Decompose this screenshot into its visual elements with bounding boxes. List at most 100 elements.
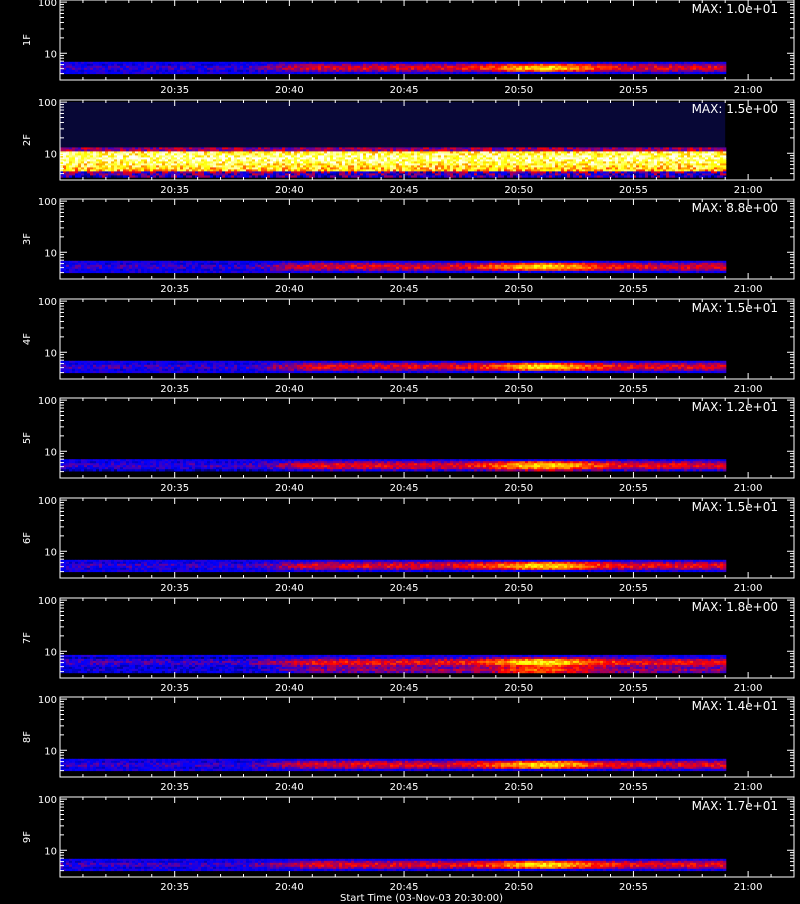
heatmap-cell [216, 163, 219, 165]
heatmap-cell [186, 161, 189, 163]
heatmap-cell [648, 163, 651, 165]
heatmap-cell [414, 155, 417, 157]
heatmap-cell [336, 68, 339, 70]
heatmap-cell [69, 263, 72, 265]
heatmap-cell [108, 171, 111, 173]
heatmap-cell [546, 66, 549, 68]
heatmap-cell [399, 169, 402, 171]
heatmap-cell [363, 72, 366, 74]
heatmap-cell [543, 159, 546, 161]
heatmap-cell [264, 163, 267, 165]
heatmap-cell [114, 70, 117, 72]
heatmap-cell [465, 167, 468, 169]
heatmap-cell [306, 153, 309, 155]
heatmap-cell [621, 173, 624, 175]
heatmap-cell [177, 157, 180, 159]
heatmap-cell [363, 169, 366, 171]
heatmap-cell [585, 147, 588, 149]
heatmap-cell [84, 159, 87, 161]
heatmap-cell [300, 171, 303, 173]
heatmap-cell [99, 167, 102, 169]
heatmap-cell [666, 163, 669, 165]
heatmap-cell [723, 62, 726, 64]
heatmap-cell [288, 66, 291, 68]
heatmap-cell [201, 62, 204, 64]
heatmap-cell [687, 66, 690, 68]
heatmap-cell [534, 64, 537, 66]
heatmap-cell [90, 169, 93, 171]
heatmap-cell [78, 267, 81, 269]
heatmap-cell [663, 72, 666, 74]
heatmap-cell [87, 163, 90, 165]
heatmap-cell [495, 153, 498, 155]
heatmap-cell [480, 66, 483, 68]
heatmap-cell [711, 62, 714, 64]
heatmap-cell [72, 171, 75, 173]
heatmap-cell [492, 171, 495, 173]
heatmap-cell [441, 64, 444, 66]
heatmap-cell [324, 68, 327, 70]
heatmap-cell [618, 171, 621, 173]
heatmap-cell [612, 70, 615, 72]
heatmap-cell [348, 169, 351, 171]
heatmap-cell [246, 159, 249, 161]
heatmap-cell [303, 161, 306, 163]
heatmap-cell [642, 155, 645, 157]
heatmap-cell [318, 165, 321, 167]
heatmap-cell [633, 163, 636, 165]
heatmap-cell [384, 153, 387, 155]
heatmap-cell [435, 161, 438, 163]
heatmap-cell [480, 165, 483, 167]
heatmap-cell [258, 159, 261, 161]
heatmap-cell [642, 159, 645, 161]
heatmap-cell [498, 173, 501, 175]
heatmap-cell [408, 149, 411, 151]
heatmap-cell [408, 155, 411, 157]
heatmap-cell [453, 72, 456, 74]
heatmap-cell [327, 62, 330, 64]
heatmap-cell [327, 167, 330, 169]
heatmap-cell [93, 147, 96, 149]
heatmap-cell [66, 72, 69, 74]
heatmap-cell [429, 165, 432, 167]
heatmap-cell [444, 169, 447, 171]
heatmap-cell [351, 173, 354, 175]
heatmap-cell [69, 173, 72, 175]
heatmap-cell [534, 163, 537, 165]
heatmap-cell [216, 175, 219, 177]
heatmap-cell [240, 68, 243, 70]
heatmap-cell [627, 151, 630, 153]
heatmap-cell [618, 64, 621, 66]
heatmap-cell [153, 163, 156, 165]
heatmap-cell [420, 163, 423, 165]
heatmap-cell [126, 161, 129, 163]
heatmap-cell [387, 64, 390, 66]
heatmap-cell [435, 147, 438, 149]
heatmap-cell [672, 173, 675, 175]
heatmap-cell [180, 151, 183, 153]
heatmap-cell [696, 169, 699, 171]
heatmap-cell [444, 155, 447, 157]
heatmap-cell [723, 147, 726, 149]
heatmap-cell [138, 147, 141, 149]
heatmap-cell [552, 163, 555, 165]
heatmap-cell [264, 155, 267, 157]
heatmap-cell [69, 159, 72, 161]
heatmap-cell [375, 64, 378, 66]
heatmap-cell [315, 169, 318, 171]
heatmap-cell [396, 64, 399, 66]
heatmap-cell [552, 175, 555, 177]
heatmap-cell [156, 66, 159, 68]
heatmap-cell [711, 169, 714, 171]
heatmap-cell [375, 66, 378, 68]
heatmap-cell [276, 169, 279, 171]
heatmap-cell [351, 66, 354, 68]
heatmap-cell [645, 171, 648, 173]
heatmap-cell [576, 149, 579, 151]
heatmap-cell [630, 163, 633, 165]
heatmap-cell [531, 159, 534, 161]
heatmap-cell [99, 64, 102, 66]
heatmap-cell [675, 68, 678, 70]
heatmap-cell [657, 66, 660, 68]
heatmap-cell [198, 62, 201, 64]
